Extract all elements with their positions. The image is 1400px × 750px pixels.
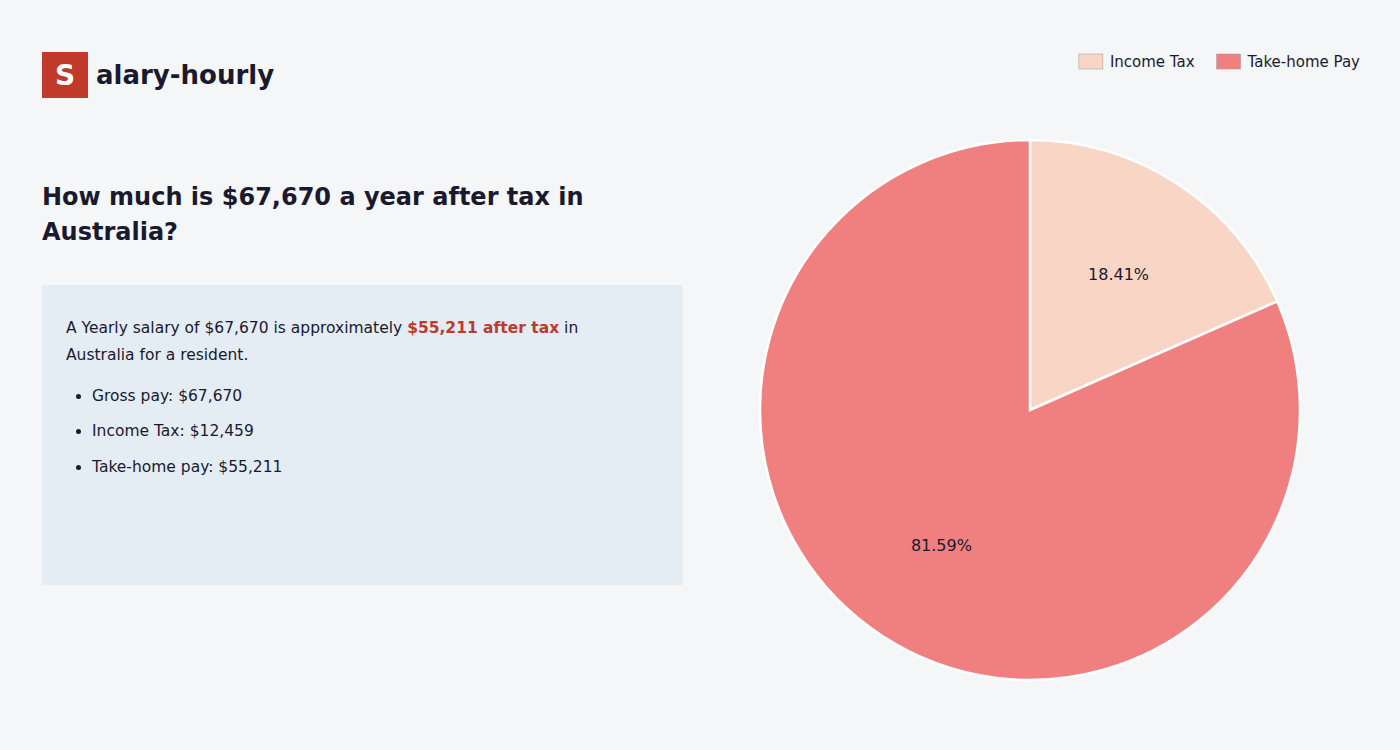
logo-initial: S: [42, 52, 88, 98]
bullet-item: Gross pay: $67,670: [92, 383, 659, 410]
info-line: A Yearly salary of $67,670 is approximat…: [66, 315, 659, 342]
info-text: A Yearly salary of $67,670 is approximat…: [66, 319, 407, 337]
info-line: Australia for a resident.: [66, 342, 659, 369]
bullet-list: Gross pay: $67,670 Income Tax: $12,459 Tak…: [66, 383, 659, 480]
bullet-item: Take-home pay: $55,211: [92, 454, 659, 481]
legend-label: Take-home Pay: [1247, 53, 1361, 71]
legend-label: Income Tax: [1110, 53, 1195, 71]
legend-swatch: [1217, 54, 1241, 69]
legend-swatch: [1079, 54, 1103, 69]
data-label: 81.59%: [911, 536, 972, 555]
logo: Salary-hourly: [42, 52, 274, 98]
logo-text: alary-hourly: [96, 60, 274, 90]
info-text: in: [559, 319, 578, 337]
title: How much is $67,670 a year after tax in …: [42, 180, 682, 250]
pie-panel: 18.41% 81.59% Income Tax Take-home Pay: [700, 0, 1400, 750]
pie-slice: [760, 140, 1300, 680]
info-box: A Yearly salary of $67,670 is approximat…: [42, 285, 683, 585]
data-label: 18.41%: [1088, 265, 1149, 284]
text-panel: Salary-hourly How much is $67,670 a year …: [0, 0, 728, 750]
legend: Income Tax Take-home Pay: [1079, 53, 1360, 71]
info-highlight: $55,211 after tax: [407, 319, 559, 337]
bullet-item: Income Tax: $12,459: [92, 418, 659, 445]
